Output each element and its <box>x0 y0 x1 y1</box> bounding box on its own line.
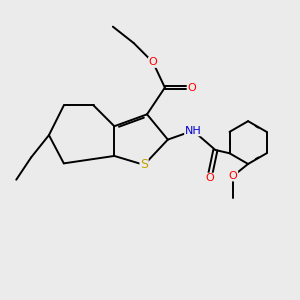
Text: O: O <box>229 171 238 181</box>
Text: O: O <box>205 173 214 183</box>
Text: NH: NH <box>185 126 202 136</box>
Text: S: S <box>140 158 148 171</box>
Text: O: O <box>187 82 196 93</box>
Text: O: O <box>148 57 157 67</box>
